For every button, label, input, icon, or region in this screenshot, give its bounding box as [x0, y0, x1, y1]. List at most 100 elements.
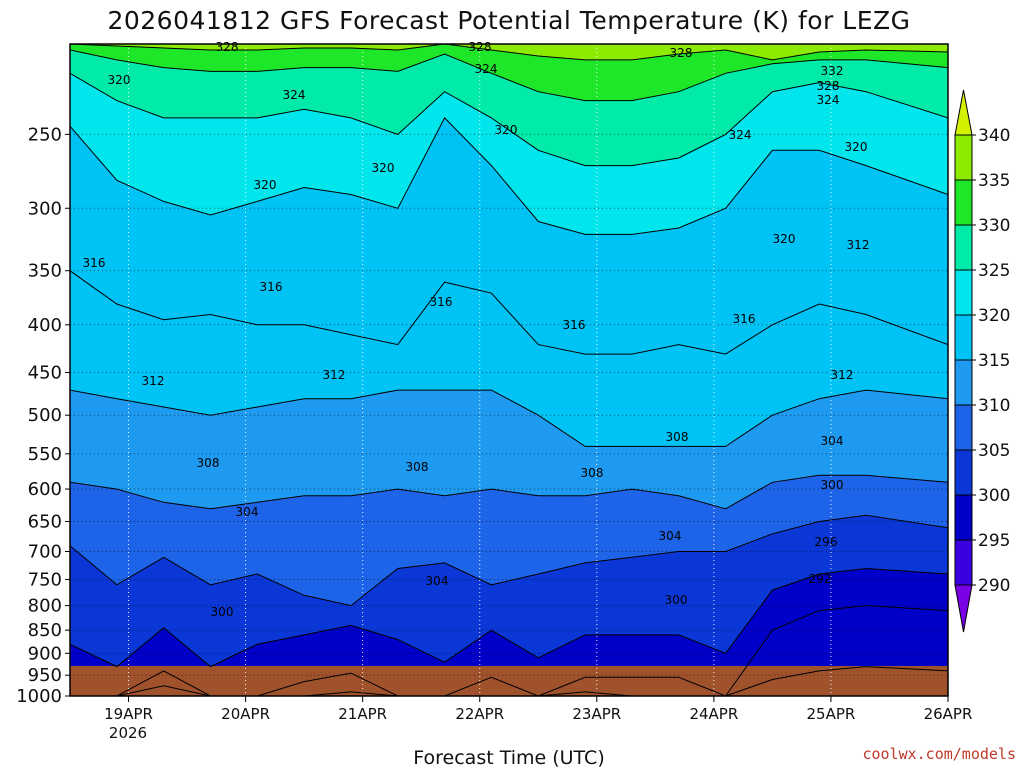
contour-label-332: 332 — [821, 64, 844, 78]
contour-label-324: 324 — [283, 88, 306, 102]
contour-label-316: 316 — [733, 312, 756, 326]
contour-lines — [70, 44, 948, 696]
colorbar-segment-330 — [954, 179, 973, 226]
x-tick-label-23APR: 23APR — [572, 705, 621, 723]
contour-label-304: 304 — [236, 505, 259, 519]
contour-296 — [70, 605, 948, 696]
y-tick-label-550: 550 — [28, 444, 62, 465]
y-tick-label-900: 900 — [28, 643, 62, 664]
colorbar-tick-label-305: 305 — [978, 441, 1010, 461]
colorbar-arrow-top — [954, 89, 973, 136]
contour-label-316: 316 — [563, 318, 586, 332]
contour-label-320: 320 — [845, 140, 868, 154]
contour-label-328: 328 — [469, 40, 492, 54]
contour-308 — [70, 474, 948, 510]
colorbar-segment-315 — [954, 314, 973, 361]
x-tick-label-20APR: 20APR — [221, 705, 270, 723]
contour-label-300: 300 — [211, 605, 234, 619]
contour-328 — [70, 49, 948, 102]
contour-label-308: 308 — [406, 460, 429, 474]
contour-label-324: 324 — [729, 128, 752, 142]
y-tick-label-1000: 1000 — [16, 686, 62, 707]
contour-label-324: 324 — [817, 93, 840, 107]
colorbar-tick-label-330: 330 — [978, 216, 1010, 236]
y-tick-label-450: 450 — [28, 363, 62, 384]
colorbar-tick-label-325: 325 — [978, 261, 1010, 281]
contour-label-320: 320 — [254, 178, 277, 192]
contour-label-308: 308 — [197, 456, 220, 470]
y-tick-label-800: 800 — [28, 596, 62, 617]
colorbar-segment-295 — [954, 494, 973, 541]
colorbar-segment-325 — [954, 224, 973, 271]
chart-title: 2026041812 GFS Forecast Potential Temper… — [107, 6, 910, 35]
contour-label-304: 304 — [426, 574, 449, 588]
contour-324 — [70, 72, 948, 167]
contour-label-312: 312 — [142, 374, 165, 388]
colorbar-segment-310 — [954, 359, 973, 406]
contour-label-324: 324 — [475, 62, 498, 76]
contour-332 — [70, 44, 948, 61]
x-axis-sublabel: 2026 — [109, 724, 147, 742]
contour-label-312: 312 — [323, 368, 346, 382]
colorbar-tick-label-335: 335 — [978, 171, 1010, 191]
colorbar: 340 335 330 325 320 315 310 305 300 295 290 — [954, 89, 1010, 633]
contour-label-316: 316 — [83, 256, 106, 270]
contour-label-300: 300 — [821, 478, 844, 492]
colorbar-tick-label-320: 320 — [978, 306, 1010, 326]
contour-label-316: 316 — [260, 280, 283, 294]
y-tick-label-300: 300 — [28, 198, 62, 219]
contour-320 — [70, 117, 948, 235]
x-axis: 19APR 20APR 21APR 22APR 23APR 24APR 25APR 26APR — [104, 696, 972, 723]
colorbar-tick-label-340: 340 — [978, 126, 1010, 146]
contour-label-328: 328 — [216, 40, 239, 54]
colorbar-segment-300 — [954, 449, 973, 496]
colorbar-segment-305 — [954, 404, 973, 451]
layer-fill-300 — [70, 568, 948, 696]
contour-label-308: 308 — [581, 466, 604, 480]
colorbar-arrow-bottom — [954, 584, 973, 633]
x-axis-label: Forecast Time (UTC) — [413, 747, 604, 768]
contour-label-296: 296 — [815, 535, 838, 549]
x-tick-label-22APR: 22APR — [455, 705, 504, 723]
x-tick-label-26APR: 26APR — [924, 705, 973, 723]
contour-label-320: 320 — [108, 73, 131, 87]
contour-label-328: 328 — [817, 79, 840, 93]
contour-312 — [70, 389, 948, 447]
contour-label-312: 312 — [831, 368, 854, 382]
contour-label-308: 308 — [666, 430, 689, 444]
contour-label-304: 304 — [821, 434, 844, 448]
colorbar-tick-label-290: 290 — [978, 576, 1010, 596]
x-tick-label-21APR: 21APR — [338, 705, 387, 723]
colorbar-segment-335 — [954, 134, 973, 181]
contour-label-316: 316 — [430, 295, 453, 309]
colorbar-segment-320 — [954, 269, 973, 316]
contour-300 — [70, 567, 948, 668]
y-tick-label-850: 850 — [28, 620, 62, 641]
y-tick-label-600: 600 — [28, 479, 62, 500]
colorbar-tick-label-315: 315 — [978, 351, 1010, 371]
y-tick-label-500: 500 — [28, 405, 62, 426]
y-tick-label-650: 650 — [28, 511, 62, 532]
plot-frame — [69, 43, 949, 697]
y-tick-label-350: 350 — [28, 261, 62, 282]
contour-label-320: 320 — [495, 123, 518, 137]
y-tick-label-700: 700 — [28, 542, 62, 563]
y-tick-label-250: 250 — [28, 124, 62, 145]
contour-304 — [70, 514, 948, 607]
contour-label-328: 328 — [670, 46, 693, 60]
contour-label-320: 320 — [372, 161, 395, 175]
plot-area — [70, 44, 948, 696]
contour-label-312: 312 — [847, 238, 870, 252]
y-axis: 2503003504004505005506006507007508008509… — [16, 124, 70, 707]
colorbar-segment-290 — [954, 539, 973, 586]
y-tick-label-400: 400 — [28, 315, 62, 336]
contour-316 — [70, 270, 948, 355]
credit-text: coolwx.com/models — [862, 745, 1016, 763]
contour-label-292: 292 — [809, 572, 832, 586]
colorbar-tick-label-300: 300 — [978, 486, 1010, 506]
colorbar-tick-label-295: 295 — [978, 531, 1010, 551]
x-tick-label-19APR: 19APR — [104, 705, 153, 723]
contour-label-320: 320 — [773, 232, 796, 246]
colorbar-tick-label-310: 310 — [978, 396, 1010, 416]
